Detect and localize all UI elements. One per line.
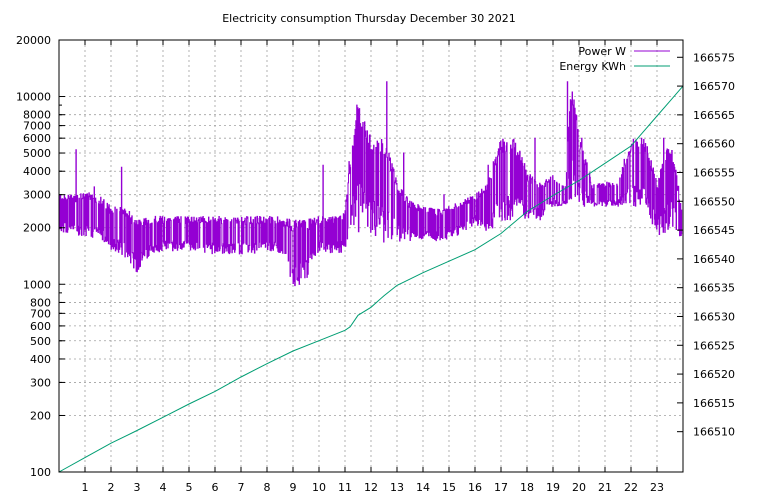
x-tick-label: 23 (650, 481, 664, 494)
y-left-tick-label: 5000 (23, 147, 51, 160)
x-tick-label: 14 (416, 481, 430, 494)
chart-title: Electricity consumption Thursday Decembe… (222, 12, 516, 25)
y-left-tick-label: 300 (30, 376, 51, 389)
series-power-line (58, 81, 683, 287)
x-tick-label: 11 (338, 481, 352, 494)
tick-layer: 1 2 3 4 5 6 7 8 9 10 11 12 13 14 15 16 17 18 19 20 21 22 23100… (16, 34, 735, 494)
y-right-tick-label: 166545 (693, 224, 735, 237)
y-right-tick-label: 166560 (693, 138, 735, 151)
legend: Power W Energy KWh (559, 45, 670, 73)
y-right-tick-label: 166535 (693, 282, 735, 295)
y-right-tick-label: 166565 (693, 109, 735, 122)
x-tick-label: 2 (108, 481, 115, 494)
y-left-tick-label: 6000 (23, 132, 51, 145)
y-left-tick-label: 500 (30, 335, 51, 348)
x-tick-label: 13 (390, 481, 404, 494)
legend-label: Power W (578, 45, 626, 58)
y-left-tick-label: 700 (30, 307, 51, 320)
y-left-tick-label: 600 (30, 320, 51, 333)
x-tick-label: 9 (290, 481, 297, 494)
plot-frame (58, 39, 684, 473)
y-right-tick-label: 166550 (693, 195, 735, 208)
y-left-tick-label: 400 (30, 353, 51, 366)
y-left-tick-label: 200 (30, 409, 51, 422)
x-tick-label: 18 (520, 481, 534, 494)
y-left-tick-label: 8000 (23, 109, 51, 122)
grid (59, 40, 683, 472)
x-tick-label: 4 (160, 481, 167, 494)
x-tick-label: 16 (468, 481, 482, 494)
y-right-tick-label: 166525 (693, 339, 735, 352)
series-layer (58, 81, 684, 473)
x-tick-label: 19 (546, 481, 560, 494)
x-tick-label: 5 (186, 481, 193, 494)
x-tick-label: 22 (624, 481, 638, 494)
y-right-tick-label: 166555 (693, 166, 735, 179)
x-tick-label: 21 (598, 481, 612, 494)
x-tick-label: 20 (572, 481, 586, 494)
legend-label: Energy KWh (559, 60, 626, 73)
y-right-tick-label: 166530 (693, 310, 735, 323)
series-energy-line (58, 85, 684, 473)
y-left-tick-label: 10000 (16, 91, 51, 104)
x-tick-label: 7 (238, 481, 245, 494)
y-left-tick-label: 1000 (23, 278, 51, 291)
y-right-tick-label: 166510 (693, 426, 735, 439)
y-right-tick-label: 166575 (693, 51, 735, 64)
y-left-tick-label: 4000 (23, 165, 51, 178)
x-tick-label: 12 (364, 481, 378, 494)
y-left-tick-label: 7000 (23, 120, 51, 133)
y-left-tick-label: 20000 (16, 34, 51, 47)
x-tick-label: 10 (312, 481, 326, 494)
x-tick-label: 6 (212, 481, 219, 494)
x-tick-label: 15 (442, 481, 456, 494)
x-tick-label: 8 (264, 481, 271, 494)
x-tick-label: 3 (134, 481, 141, 494)
y-left-tick-label: 100 (30, 466, 51, 479)
x-tick-label: 1 (82, 481, 89, 494)
y-left-tick-label: 3000 (23, 189, 51, 202)
y-left-tick-label: 2000 (23, 222, 51, 235)
x-tick-label: 17 (494, 481, 508, 494)
y-right-tick-label: 166540 (693, 253, 735, 266)
y-right-tick-label: 166520 (693, 368, 735, 381)
y-left-tick-label: 800 (30, 296, 51, 309)
y-right-tick-label: 166570 (693, 80, 735, 93)
y-right-tick-label: 166515 (693, 397, 735, 410)
